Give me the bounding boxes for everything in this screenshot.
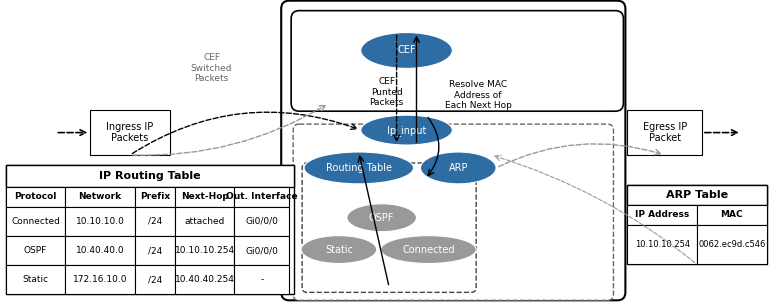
Bar	[5, 236, 65, 265]
Bar	[5, 165, 294, 187]
Bar	[175, 207, 235, 236]
FancyBboxPatch shape	[293, 124, 614, 300]
Bar	[65, 187, 135, 207]
Bar	[235, 236, 289, 265]
Bar	[5, 187, 65, 207]
Text: /24: /24	[148, 275, 162, 284]
Bar	[235, 265, 289, 294]
Text: 10.10.10.254: 10.10.10.254	[635, 240, 690, 249]
Text: 10.40.40.0: 10.40.40.0	[76, 246, 125, 255]
FancyBboxPatch shape	[291, 11, 623, 111]
Bar	[5, 207, 65, 236]
Text: Routing Table: Routing Table	[326, 163, 392, 173]
Text: 172.16.10.0: 172.16.10.0	[73, 275, 127, 284]
Bar	[628, 110, 702, 155]
Bar	[628, 225, 697, 264]
Bar	[697, 205, 766, 225]
Text: CEF
Switched
Packets: CEF Switched Packets	[191, 53, 232, 83]
Ellipse shape	[347, 204, 416, 231]
Bar	[5, 165, 294, 294]
Bar	[90, 110, 170, 155]
Bar	[5, 265, 65, 294]
Bar	[697, 225, 766, 264]
Ellipse shape	[301, 236, 377, 264]
Text: Connected: Connected	[402, 245, 455, 255]
Text: Static: Static	[325, 245, 353, 255]
Text: Out. Interface: Out. Interface	[226, 192, 298, 201]
Text: MAC: MAC	[721, 210, 743, 219]
Bar	[175, 187, 235, 207]
Text: /24: /24	[148, 246, 162, 255]
Text: Next-Hop: Next-Hop	[181, 192, 229, 201]
Bar	[135, 187, 175, 207]
Text: 10.10.10.254: 10.10.10.254	[174, 246, 235, 255]
Bar	[135, 207, 175, 236]
Text: Ingress IP
Packets: Ingress IP Packets	[106, 122, 153, 143]
Ellipse shape	[361, 115, 453, 145]
Text: Gi0/0/0: Gi0/0/0	[246, 246, 278, 255]
Bar	[628, 185, 766, 264]
Text: -: -	[260, 275, 264, 284]
Text: CEF
Punted
Packets: CEF Punted Packets	[370, 77, 404, 107]
Bar	[628, 205, 697, 225]
Bar	[628, 185, 766, 205]
Text: Connected: Connected	[11, 217, 60, 226]
Bar	[135, 236, 175, 265]
Ellipse shape	[381, 236, 476, 264]
Text: IP Routing Table: IP Routing Table	[99, 171, 201, 181]
Text: Static: Static	[22, 275, 49, 284]
Text: Prefix: Prefix	[140, 192, 170, 201]
Text: 10.40.40.254: 10.40.40.254	[174, 275, 235, 284]
Bar	[135, 265, 175, 294]
Text: attached: attached	[184, 217, 225, 226]
Bar	[65, 207, 135, 236]
Bar	[175, 236, 235, 265]
FancyBboxPatch shape	[281, 1, 625, 300]
Ellipse shape	[304, 152, 414, 184]
Text: Egress IP
Packet: Egress IP Packet	[642, 122, 687, 143]
Text: ARP Table: ARP Table	[666, 190, 728, 200]
Ellipse shape	[361, 33, 453, 68]
Bar	[65, 236, 135, 265]
Text: 10.10.10.0: 10.10.10.0	[76, 217, 125, 226]
Bar	[235, 187, 289, 207]
Text: Ip_input: Ip_input	[387, 125, 426, 135]
Text: Gi0/0/0: Gi0/0/0	[246, 217, 278, 226]
Text: Network: Network	[78, 192, 122, 201]
Bar	[175, 265, 235, 294]
Text: ARP: ARP	[449, 163, 468, 173]
FancyBboxPatch shape	[302, 163, 476, 292]
Ellipse shape	[421, 152, 496, 184]
Text: Resolve MAC
Address of
Each Next Hop: Resolve MAC Address of Each Next Hop	[445, 80, 512, 110]
Text: OSPF: OSPF	[24, 246, 47, 255]
Text: CPU: CPU	[439, 281, 467, 294]
Text: Protocol: Protocol	[14, 192, 57, 201]
Bar	[65, 265, 135, 294]
Text: 0062.ec9d.c546: 0062.ec9d.c546	[698, 240, 766, 249]
Text: /24: /24	[148, 217, 162, 226]
Text: IP Address: IP Address	[635, 210, 689, 219]
Text: OSPF: OSPF	[369, 213, 394, 223]
Text: CEF: CEF	[398, 45, 416, 56]
Bar	[235, 207, 289, 236]
